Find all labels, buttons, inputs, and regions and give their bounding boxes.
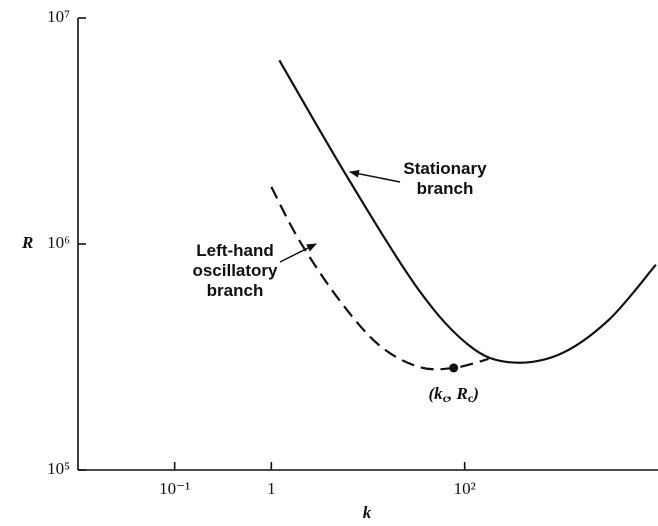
x-axis-label: k xyxy=(363,503,372,522)
annotation-arrow xyxy=(279,243,317,263)
series-label-line: branch xyxy=(207,281,264,300)
critical-point-label-part: , R xyxy=(447,384,468,403)
x-tick-label: 1 xyxy=(267,479,276,498)
series-label-line: Stationary xyxy=(403,159,487,178)
y-tick-label: 10⁷ xyxy=(47,7,70,26)
critical-point-label-part: ) xyxy=(471,384,479,403)
critical-point-label: (kc, Rc) xyxy=(429,384,479,405)
critical-point-label-part: c xyxy=(468,391,474,405)
series-line xyxy=(270,186,489,371)
x-tick-label: 10² xyxy=(454,479,476,498)
y-axis-label: R xyxy=(21,233,33,252)
critical-point xyxy=(449,363,459,373)
critical-point-label-part: c xyxy=(443,391,449,405)
y-tick-label: 10⁶ xyxy=(47,233,70,252)
series-label-line: branch xyxy=(417,179,474,198)
series-label-line: Left-hand xyxy=(196,241,273,260)
y-tick-label: 10⁵ xyxy=(47,459,70,478)
series-label: Left-hand oscillatory branch xyxy=(192,241,278,300)
critical-point-label-part: (k xyxy=(429,384,444,403)
annotation-arrow xyxy=(349,169,401,183)
series-label-line: oscillatory xyxy=(192,261,278,280)
x-tick-label: 10⁻¹ xyxy=(159,479,190,498)
series-label: Stationary branch xyxy=(403,159,487,198)
series-line xyxy=(278,59,657,364)
